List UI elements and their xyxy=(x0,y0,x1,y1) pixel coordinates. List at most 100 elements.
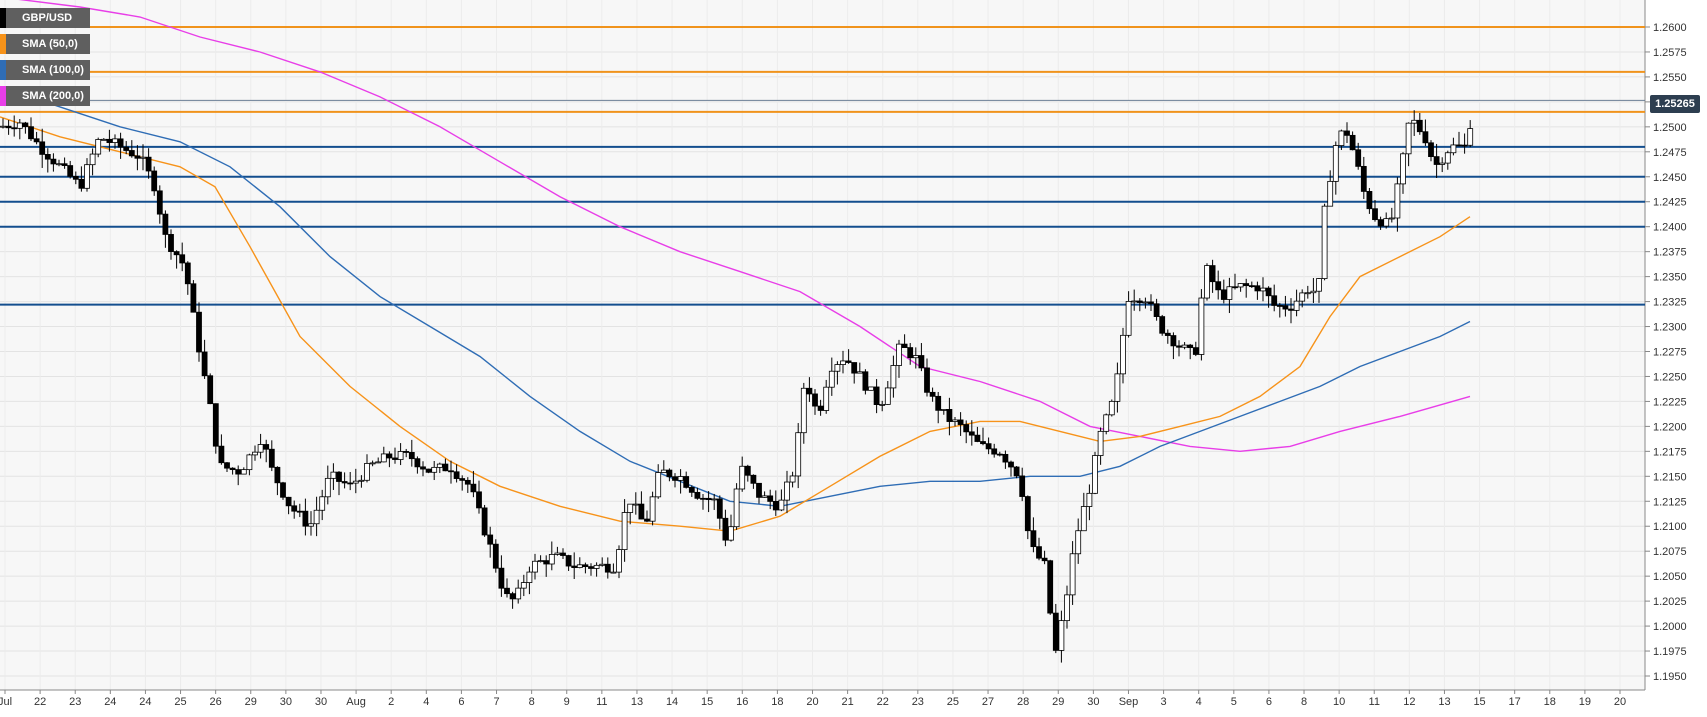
candle-body xyxy=(336,471,342,482)
candle-body xyxy=(1377,219,1384,227)
candle-body xyxy=(492,543,499,569)
x-tick-label: 25 xyxy=(947,696,959,708)
candle-body xyxy=(1198,297,1205,355)
candle xyxy=(100,138,107,141)
candle xyxy=(78,166,85,192)
candle-body xyxy=(16,122,23,129)
plot-background xyxy=(0,0,1645,690)
candle xyxy=(879,400,886,412)
candle-body xyxy=(448,470,454,473)
candle xyxy=(459,475,466,491)
candle-body xyxy=(532,560,538,573)
candle xyxy=(1114,362,1121,413)
candle-body xyxy=(935,395,942,411)
candle xyxy=(173,250,180,269)
y-tick-label: 1.2100 xyxy=(1653,521,1687,533)
candle-body xyxy=(1008,461,1014,468)
candle xyxy=(980,427,986,446)
candle xyxy=(593,562,600,577)
candle xyxy=(728,514,734,542)
legend-sma200[interactable]: SMA (200,0) xyxy=(0,86,90,106)
candle xyxy=(655,464,662,499)
candle-body xyxy=(1108,400,1115,416)
candle-body xyxy=(666,469,673,478)
candle xyxy=(1450,137,1457,156)
x-tick-label: 3 xyxy=(1161,696,1167,708)
candle xyxy=(1170,332,1177,360)
candle-body xyxy=(716,498,723,519)
candle-body xyxy=(940,409,947,411)
candle-body xyxy=(1215,281,1222,291)
candle-body xyxy=(604,563,611,573)
candle xyxy=(313,496,320,537)
candle-body xyxy=(44,154,51,160)
x-tick-label: 13 xyxy=(1438,696,1450,708)
candle xyxy=(369,460,376,467)
candle-body xyxy=(515,587,522,600)
candle-body xyxy=(184,262,191,285)
candle xyxy=(834,361,841,385)
x-tick-label: 5 xyxy=(1231,696,1237,708)
x-tick-label: 10 xyxy=(1333,696,1345,708)
candle xyxy=(660,460,667,473)
candle xyxy=(1052,603,1059,654)
y-tick-label: 1.2550 xyxy=(1653,72,1687,84)
candle xyxy=(1008,460,1014,477)
candle-body xyxy=(1310,290,1317,294)
candle xyxy=(117,132,124,159)
candle-body xyxy=(196,311,202,353)
candle-body xyxy=(1069,553,1076,596)
candle xyxy=(985,437,992,455)
candle-body xyxy=(728,526,734,541)
candle xyxy=(1181,342,1188,350)
candle xyxy=(162,210,169,248)
candle-body xyxy=(1433,156,1440,165)
candle-body xyxy=(375,461,382,464)
candle-body xyxy=(420,466,426,470)
y-tick-label: 1.2475 xyxy=(1653,147,1687,159)
legend-sma50[interactable]: SMA (50,0) xyxy=(0,34,90,54)
candle xyxy=(812,389,818,415)
candle-body xyxy=(190,283,197,313)
candle-body xyxy=(985,443,992,450)
y-tick-label: 1.2025 xyxy=(1653,596,1687,608)
candle-body xyxy=(1467,128,1474,146)
candle xyxy=(128,140,135,158)
candle xyxy=(683,471,690,489)
x-tick-label: 11 xyxy=(1369,696,1380,708)
candle-body xyxy=(1052,612,1059,651)
candle xyxy=(425,468,432,474)
candle xyxy=(851,362,858,384)
candle xyxy=(1030,517,1037,553)
candle xyxy=(1416,113,1423,135)
candle xyxy=(1047,559,1054,615)
legend-sma100[interactable]: SMA (100,0) xyxy=(0,60,90,80)
candle-body xyxy=(1321,205,1328,279)
candle-body xyxy=(543,560,550,565)
candle-body xyxy=(1092,455,1098,494)
candle xyxy=(296,503,303,518)
candle xyxy=(492,539,499,573)
x-tick-label: 29 xyxy=(1052,696,1064,708)
legend-gbpusd[interactable]: GBP/USD xyxy=(0,8,90,28)
candle xyxy=(1271,284,1278,312)
candle xyxy=(1388,207,1395,223)
candle-body xyxy=(1299,292,1306,302)
candle-body xyxy=(1355,149,1362,167)
candle-body xyxy=(302,510,309,527)
x-tick-label: 29 xyxy=(245,696,257,708)
candle xyxy=(453,464,460,483)
candle xyxy=(649,491,656,526)
candle-body xyxy=(784,481,790,501)
y-tick-label: 1.2300 xyxy=(1653,322,1687,334)
candle-body xyxy=(1288,308,1294,311)
candle xyxy=(823,379,830,414)
candle xyxy=(1142,297,1149,309)
candle-body xyxy=(1226,286,1233,300)
candle xyxy=(778,489,785,512)
candle xyxy=(470,470,477,498)
candle-body xyxy=(263,444,270,450)
candle-body xyxy=(1237,283,1244,288)
candle-body xyxy=(1024,496,1031,532)
candle-body xyxy=(50,158,57,165)
